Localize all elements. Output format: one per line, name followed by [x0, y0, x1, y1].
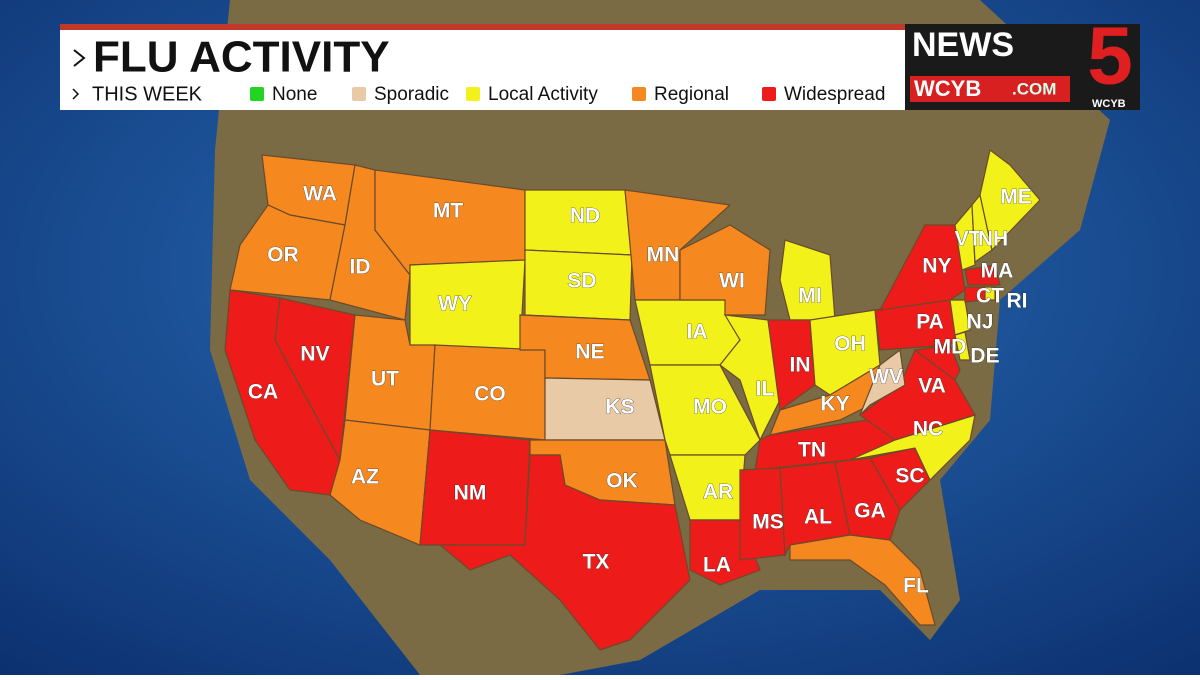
legend-label: None	[272, 84, 317, 105]
state	[679, 224, 771, 316]
state-label: RI	[1007, 290, 1028, 313]
legend-swatch	[762, 87, 776, 101]
state-label: NH	[978, 228, 1008, 251]
state-label: NC	[913, 418, 943, 441]
state-label: MA	[981, 260, 1014, 283]
state	[984, 286, 996, 301]
state	[739, 467, 786, 561]
legend-label: Sporadic	[374, 84, 449, 105]
state	[954, 203, 976, 271]
subtitle: THIS WEEK	[92, 83, 203, 105]
state-label: MD	[934, 336, 967, 359]
state-label: CT	[976, 285, 1004, 308]
state-label: AL	[804, 506, 832, 529]
state-label: IN	[790, 354, 811, 377]
state	[979, 148, 1041, 252]
state-label: OK	[606, 470, 638, 493]
state-label: MT	[433, 200, 463, 223]
state-label: IL	[756, 378, 775, 401]
chevron	[72, 88, 80, 100]
logo-tag: WCYB	[1092, 98, 1126, 110]
state-label: DE	[970, 345, 999, 368]
legend-swatch	[352, 87, 366, 101]
state	[834, 457, 901, 541]
state-label: NE	[575, 341, 604, 364]
state-label: MO	[693, 396, 727, 419]
state-label: AZ	[351, 466, 379, 489]
state	[438, 454, 691, 651]
state	[913, 344, 961, 381]
logo-domain: .COM	[1012, 79, 1056, 98]
state-label: MI	[798, 285, 821, 308]
states: WA OR CA NV ID MT WY UT CO AZ NM ND SD NE KS OK TX MN IA MO…	[224, 148, 1041, 651]
state-label: NM	[454, 482, 487, 505]
state-label: WI	[719, 270, 745, 293]
title: FLU ACTIVITY	[93, 33, 390, 82]
state-label: VT	[955, 228, 982, 251]
state-label: WA	[303, 183, 337, 206]
logo-site: WCYB	[914, 76, 981, 101]
state-label: OH	[834, 333, 866, 356]
legend-swatch	[466, 87, 480, 101]
legend-label: Local Activity	[488, 84, 598, 105]
state	[859, 348, 906, 416]
legend-label: Regional	[654, 84, 729, 105]
state	[949, 299, 971, 336]
state-label: VA	[918, 375, 946, 398]
state-label: NV	[300, 343, 329, 366]
state-label: TN	[798, 439, 826, 462]
logo-brand: NEWS	[912, 26, 1014, 64]
state-label: SD	[567, 270, 596, 293]
state	[789, 534, 936, 626]
state-label: UT	[371, 368, 399, 391]
logo-site-panel	[910, 76, 1070, 102]
state-label: NJ	[967, 311, 994, 334]
state-label: AR	[703, 481, 733, 504]
state-label: KY	[820, 393, 849, 416]
state-label: CO	[474, 383, 506, 406]
state-label: IA	[687, 321, 708, 344]
state-label: ND	[570, 205, 600, 228]
state	[964, 264, 1001, 286]
legend-swatch	[632, 87, 646, 101]
state-label: TX	[583, 551, 610, 574]
chevron	[73, 49, 86, 67]
state-label: LA	[703, 554, 731, 577]
state-label: MS	[752, 511, 784, 534]
state-label: ME	[1000, 186, 1032, 209]
state-label: CA	[248, 381, 278, 404]
legend-swatch	[250, 87, 264, 101]
state-label: SC	[895, 465, 924, 488]
state-label: ID	[350, 256, 371, 279]
state-label: OR	[267, 244, 299, 267]
state-label: MN	[647, 244, 680, 267]
legend-label: Widespread	[784, 84, 885, 105]
logo-number: 5	[1087, 11, 1133, 102]
state-label: GA	[854, 500, 886, 523]
state-label: NY	[922, 255, 951, 278]
state-label: WV	[869, 366, 903, 389]
state-label: KS	[605, 396, 634, 419]
state-label: PA	[916, 311, 944, 334]
state-label: FL	[903, 575, 929, 598]
header-stripe	[60, 24, 906, 30]
legend: None Sporadic Local Activity Regional Widesp…	[250, 84, 885, 105]
state-label: WY	[438, 293, 472, 316]
